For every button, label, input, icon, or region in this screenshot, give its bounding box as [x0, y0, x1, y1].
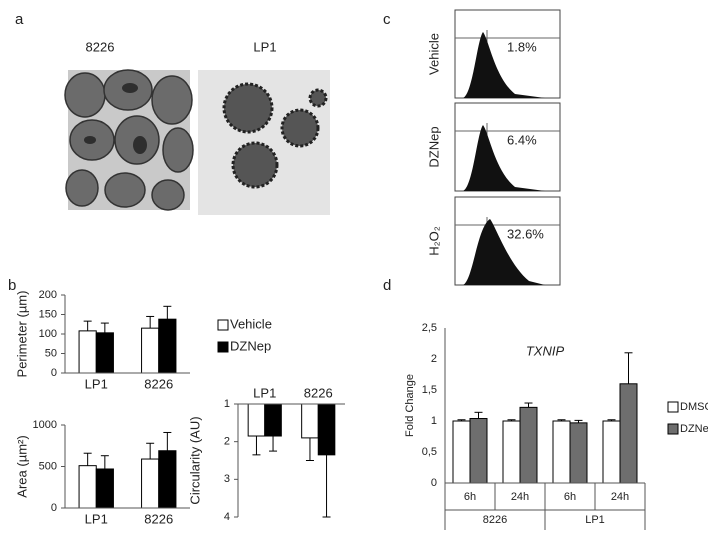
- bar: [141, 458, 160, 509]
- legend-label: DZNep: [680, 423, 708, 435]
- legend-swatch: [667, 423, 679, 435]
- legend-label: DMSO: [680, 401, 708, 413]
- x-tick-label: 8226: [304, 385, 333, 400]
- bar: [619, 383, 638, 484]
- histogram: [463, 219, 545, 285]
- flow-percent: 32.6%: [507, 226, 544, 241]
- y-tick-label: 1,5: [422, 384, 437, 396]
- bar: [301, 403, 319, 439]
- y-tick-label: 500: [39, 460, 57, 472]
- y-tick-label: 2: [431, 353, 437, 365]
- flow-label: H₂O₂: [426, 226, 441, 256]
- bar: [158, 450, 177, 509]
- legend-label: Vehicle: [230, 316, 272, 331]
- flow-label: DZNep: [426, 126, 441, 167]
- bar: [317, 403, 336, 456]
- x-tick-label: LP1: [85, 511, 108, 526]
- bar: [552, 420, 571, 484]
- x-tick-label: 24h: [511, 491, 529, 503]
- bar: [264, 403, 282, 437]
- flow-percent: 6.4%: [507, 132, 537, 147]
- bar: [502, 420, 521, 484]
- flow-percent: 1.8%: [507, 39, 537, 54]
- y-tick-label: 1: [224, 398, 230, 410]
- image-caption: 8226: [86, 39, 115, 54]
- micrograph: [198, 70, 330, 215]
- y-axis-label: Fold Change: [404, 374, 416, 437]
- y-tick-label: 1000: [33, 419, 57, 431]
- bar: [469, 418, 488, 484]
- y-tick-label: 0: [51, 367, 57, 379]
- y-tick-label: 3: [224, 473, 230, 485]
- panel-letter: d: [383, 277, 391, 294]
- flow-label: Vehicle: [426, 33, 441, 75]
- micrograph: [64, 69, 194, 211]
- x-tick-label: 24h: [611, 491, 629, 503]
- x-tick-label: LP1: [253, 385, 276, 400]
- image-caption: LP1: [253, 39, 276, 54]
- y-tick-label: 200: [39, 289, 57, 301]
- y-tick-label: 0,5: [422, 446, 437, 458]
- chart: 0 50 100 150 200 Perimeter (µm) LP1 8226 Vehicle…: [14, 289, 271, 392]
- bar: [78, 330, 97, 374]
- bar: [452, 420, 471, 484]
- chart: 1 2 3 4 Circularity (AU) LP1 8226: [187, 385, 345, 523]
- bar: [141, 327, 160, 374]
- group-label: 8226: [483, 514, 507, 526]
- y-tick-label: 150: [39, 308, 57, 320]
- chart-title: TXNIP: [526, 343, 565, 358]
- y-axis-label: Perimeter (µm): [14, 291, 29, 378]
- y-tick-label: 2,5: [422, 322, 437, 334]
- x-tick-label: 8226: [144, 376, 173, 391]
- panel-letter: a: [15, 11, 24, 28]
- y-tick-label: 1: [431, 415, 437, 427]
- y-tick-label: 50: [45, 347, 57, 359]
- y-tick-label: 2: [224, 436, 230, 448]
- bar: [158, 318, 177, 374]
- y-axis-label: Area (µm²): [14, 435, 29, 497]
- bar: [247, 403, 266, 437]
- bar: [95, 332, 114, 374]
- histogram: [463, 32, 545, 98]
- legend-label: DZNep: [230, 338, 271, 353]
- x-tick-label: 6h: [564, 491, 576, 503]
- y-tick-label: 0: [51, 502, 57, 514]
- histogram: [463, 125, 545, 191]
- bar: [78, 465, 97, 509]
- y-axis-label: Circularity (AU): [187, 416, 202, 504]
- bar: [602, 420, 621, 484]
- y-tick-label: 4: [224, 511, 230, 523]
- panel-letter: b: [8, 277, 16, 294]
- bar: [95, 468, 114, 509]
- x-tick-label: 6h: [464, 491, 476, 503]
- y-tick-label: 100: [39, 328, 57, 340]
- chart: 0 0,5 1 1,5 2 2,5 Fold Change TXNIP 6h 24h 6h 24h 82…: [404, 322, 708, 530]
- x-tick-label: 8226: [144, 511, 173, 526]
- group-label: LP1: [585, 514, 605, 526]
- legend-swatch: [217, 341, 229, 353]
- bar: [569, 422, 588, 484]
- chart: 0 500 1000 Area (µm²) LP1 8226: [14, 419, 190, 526]
- legend-swatch: [217, 319, 229, 331]
- legend-swatch: [667, 401, 679, 413]
- panel-letter: c: [383, 11, 391, 28]
- bar: [519, 406, 538, 484]
- y-tick-label: 0: [431, 477, 437, 489]
- x-tick-label: LP1: [85, 376, 108, 391]
